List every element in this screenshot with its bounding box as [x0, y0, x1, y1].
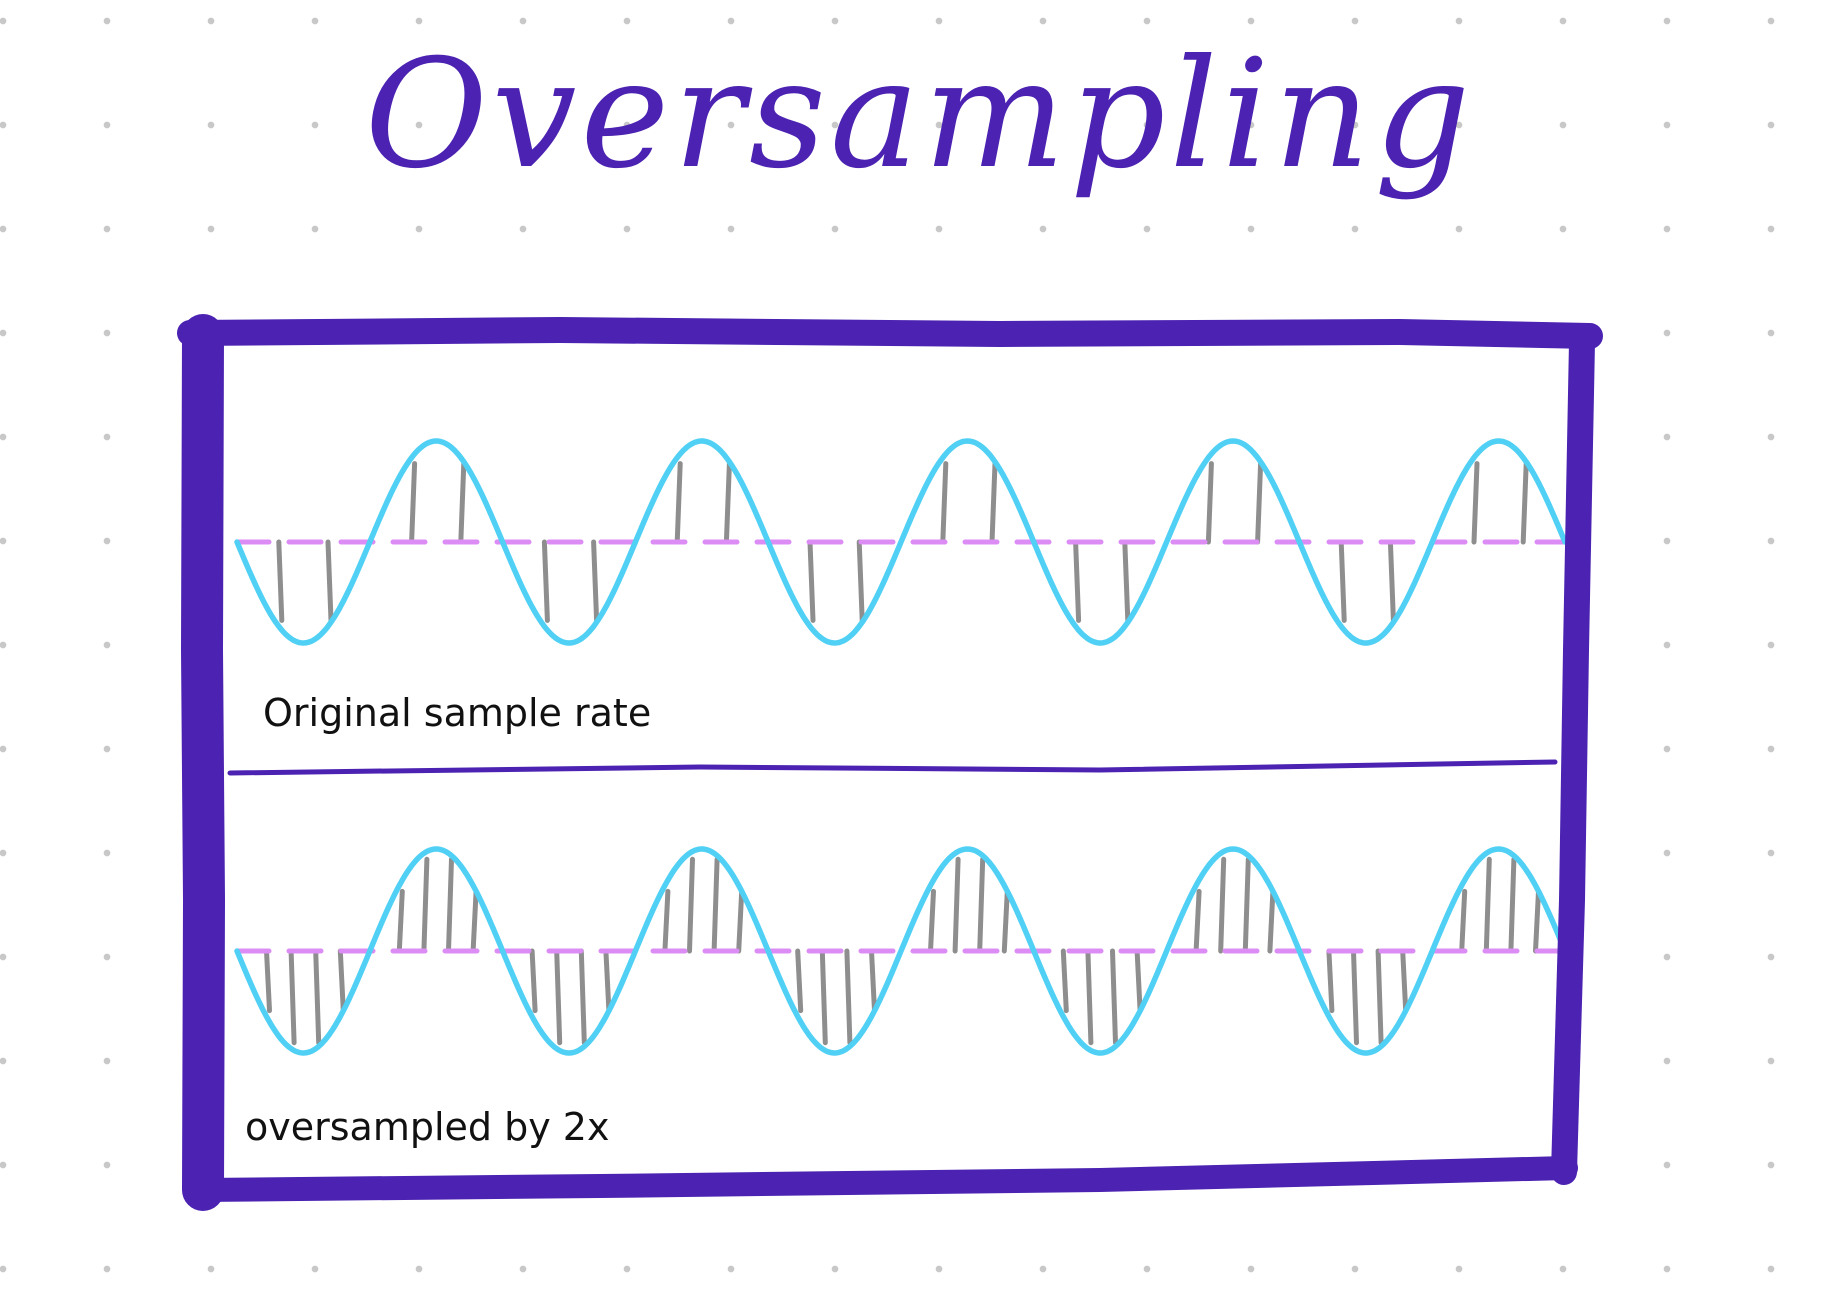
panel-original-sample-rate [234, 438, 1568, 646]
sample-line-oversampled-29 [1193, 888, 1202, 954]
sample-line-oversampled-37 [1459, 888, 1468, 954]
sample-line-oversampled-30 [1218, 856, 1227, 954]
panel-oversampled-2x [234, 846, 1568, 1056]
sample-line-original-19 [1471, 461, 1480, 545]
sample-line-original-10 [856, 539, 865, 623]
sample-line-oversampled-19 [844, 948, 853, 1046]
sample-line-oversampled-22 [952, 856, 961, 954]
sample-line-oversampled-2 [288, 948, 297, 1046]
caption-original-sample-rate: Original sample rate [263, 691, 652, 735]
sample-line-oversampled-24 [1001, 888, 1010, 954]
sample-line-oversampled-33 [1326, 948, 1335, 1014]
page-title: Oversampling [364, 28, 1475, 202]
sample-line-oversampled-27 [1110, 948, 1118, 1046]
sample-line-oversampled-40 [1533, 888, 1541, 954]
sample-line-oversampled-1 [264, 948, 272, 1014]
sample-line-original-13 [1073, 539, 1082, 623]
sample-line-oversampled-4 [337, 948, 346, 1014]
sample-line-original-5 [541, 539, 550, 623]
sample-line-oversampled-15 [711, 856, 720, 954]
sample-line-original-20 [1520, 461, 1529, 545]
sample-line-original-15 [1205, 461, 1214, 545]
sample-line-original-18 [1387, 539, 1396, 623]
sample-line-oversampled-11 [578, 948, 587, 1046]
sample-line-oversampled-3 [313, 948, 322, 1046]
sample-line-oversampled-16 [736, 888, 745, 954]
frame-bottom-edge [188, 1156, 1578, 1202]
sample-line-oversampled-12 [603, 948, 612, 1014]
sample-line-oversampled-6 [421, 856, 430, 954]
sample-line-oversampled-35 [1375, 948, 1384, 1046]
sample-line-oversampled-25 [1060, 948, 1069, 1014]
frame-top-edge [177, 316, 1603, 349]
sample-line-oversampled-26 [1085, 948, 1094, 1046]
sample-line-oversampled-31 [1242, 856, 1251, 954]
frame-left-edge [180, 314, 226, 1211]
sample-line-original-2 [325, 539, 334, 623]
sample-line-oversampled-28 [1134, 948, 1143, 1014]
sine-wave-original [234, 438, 1568, 646]
sample-line-oversampled-23 [977, 856, 986, 954]
frame-right-edge [1551, 329, 1595, 1185]
sample-line-oversampled-13 [662, 888, 671, 954]
sample-line-oversampled-39 [1508, 856, 1517, 954]
sample-line-original-11 [940, 461, 949, 545]
sample-line-original-12 [989, 461, 998, 545]
sample-line-original-17 [1338, 539, 1347, 623]
sample-line-original-3 [409, 461, 418, 545]
sample-line-original-4 [458, 461, 467, 545]
sample-line-original-9 [807, 539, 816, 623]
sample-line-original-6 [591, 539, 600, 623]
sample-line-original-7 [674, 461, 683, 545]
sample-line-oversampled-10 [554, 948, 563, 1046]
sample-lines-original [276, 461, 1529, 623]
sample-line-original-1 [276, 539, 285, 623]
frame-divider [227, 759, 1558, 776]
sample-line-original-14 [1122, 539, 1131, 623]
sample-line-oversampled-7 [446, 856, 454, 954]
sample-line-oversampled-14 [687, 856, 695, 954]
sample-line-oversampled-21 [928, 888, 936, 954]
sample-line-oversampled-38 [1483, 856, 1492, 954]
sample-line-oversampled-34 [1351, 948, 1359, 1046]
sample-line-oversampled-36 [1400, 948, 1409, 1014]
sample-line-oversampled-8 [470, 888, 479, 954]
sample-line-oversampled-5 [396, 888, 405, 954]
sample-line-oversampled-17 [795, 948, 804, 1014]
sample-line-oversampled-20 [869, 948, 877, 1014]
sine-wave-oversampled [234, 846, 1568, 1056]
sample-line-original-8 [723, 461, 732, 545]
sample-line-oversampled-32 [1267, 888, 1276, 954]
sample-lines-oversampled [264, 856, 1541, 1046]
sample-line-oversampled-18 [819, 948, 828, 1046]
caption-oversampled: oversampled by 2x [245, 1105, 610, 1149]
sample-line-original-16 [1255, 461, 1264, 545]
sample-line-oversampled-9 [529, 948, 538, 1014]
